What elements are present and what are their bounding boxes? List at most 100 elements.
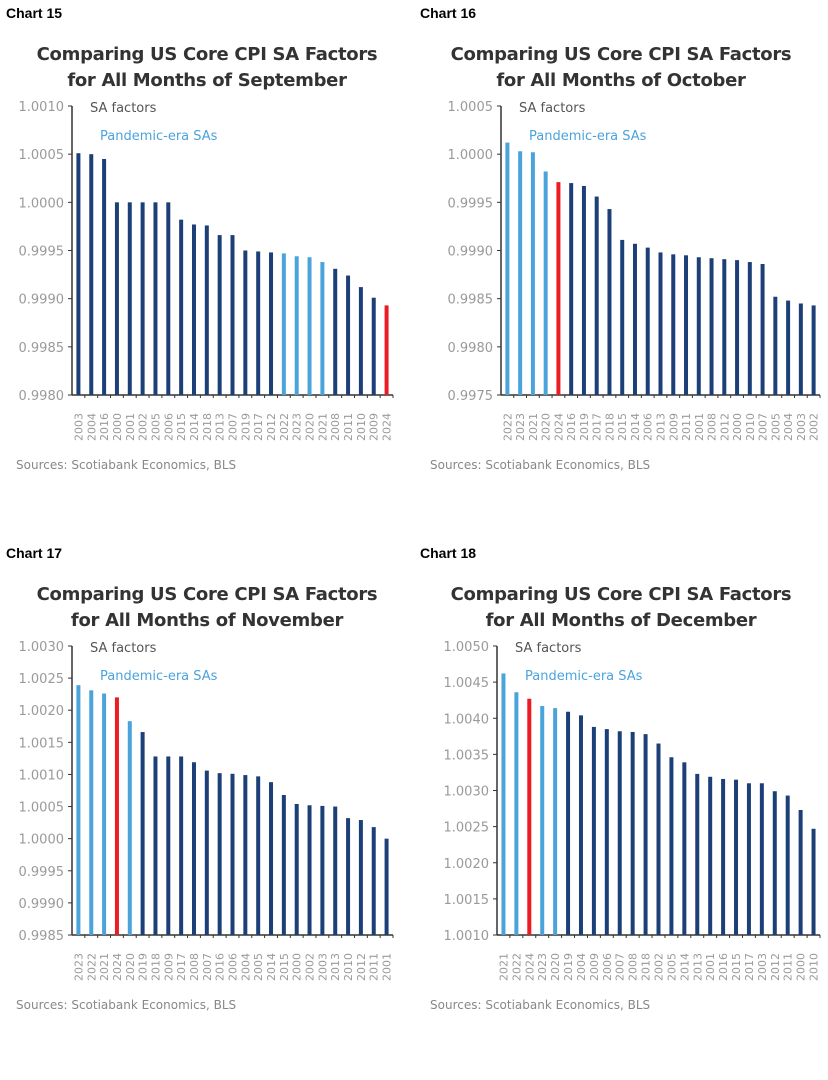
bar-2008: [630, 731, 635, 935]
x-tick-label: 2002: [653, 953, 666, 981]
y-tick-label: 1.0015: [19, 736, 65, 751]
x-tick-label: 2009: [667, 413, 680, 441]
bar-2013: [333, 806, 338, 935]
y-tick-label: 1.0040: [444, 712, 490, 727]
x-tick-label: 2005: [769, 413, 782, 441]
chart-title: Comparing US Core CPI SA Factors for All…: [414, 42, 828, 94]
x-tick-label: 2022: [278, 413, 291, 441]
bar-2022: [505, 142, 510, 395]
x-tick-label: 2021: [316, 413, 329, 441]
y-tick-label: 0.9990: [19, 293, 65, 308]
y-tick-label: 1.0045: [444, 676, 490, 691]
bar-2020: [127, 721, 132, 935]
bar-2004: [243, 775, 248, 935]
x-tick-label: 2015: [278, 953, 291, 981]
bar-2003: [759, 783, 764, 935]
bar-2009: [166, 756, 171, 935]
x-tick-label: 2016: [214, 953, 227, 981]
x-tick-label: 2011: [368, 953, 381, 981]
bar-2004: [89, 154, 94, 395]
bar-2023: [540, 705, 545, 935]
x-tick-label: 2020: [549, 953, 562, 981]
legend-pandemic-era: Pandemic-era SAs: [100, 129, 218, 144]
bar-2008: [333, 268, 338, 395]
x-tick-label: 2007: [757, 413, 770, 441]
x-tick-label: 2012: [265, 413, 278, 441]
bar-2023: [76, 685, 81, 935]
bar-2003: [320, 805, 325, 935]
chart-16-panel: Chart 16 Comparing US Core CPI SA Factor…: [414, 0, 828, 540]
x-tick-label: 2008: [627, 953, 640, 981]
bar-2006: [230, 773, 235, 935]
y-tick-label: 0.9985: [19, 929, 65, 944]
bar-2019: [566, 711, 571, 935]
y-tick-label: 1.0035: [444, 748, 490, 763]
x-tick-label: 2017: [591, 413, 604, 441]
x-tick-label: 2004: [575, 953, 588, 981]
x-tick-label: 2021: [98, 953, 111, 981]
x-tick-label: 2024: [523, 953, 536, 981]
x-tick-label: 2020: [304, 413, 317, 441]
bar-2016: [217, 773, 222, 935]
bar-2022: [281, 253, 286, 395]
bar-2008: [191, 762, 196, 935]
x-tick-label: 2010: [342, 953, 355, 981]
x-tick-label: 2004: [782, 413, 795, 441]
x-tick-label: 2008: [329, 413, 342, 441]
chart-17-panel: Chart 17 Comparing US Core CPI SA Factor…: [0, 540, 414, 1080]
x-tick-label: 2005: [252, 953, 265, 981]
bar-2018: [204, 225, 209, 395]
x-tick-label: 2021: [497, 953, 510, 981]
bar-2016: [569, 183, 574, 395]
chart-title-line-1: Comparing US Core CPI SA Factors: [450, 44, 792, 65]
chart-title-line-2: for All Months of October: [496, 70, 746, 91]
bar-2015: [281, 794, 286, 935]
x-tick-label: 2024: [111, 953, 124, 981]
x-tick-label: 2019: [137, 953, 150, 981]
x-tick-label: 2002: [304, 953, 317, 981]
bar-2014: [191, 224, 196, 395]
bar-2021: [320, 262, 325, 395]
y-tick-label: 1.0005: [19, 148, 65, 163]
bar-2013: [658, 252, 663, 395]
bar-2008: [709, 258, 714, 395]
legend-pandemic-era: Pandemic-era SAs: [529, 129, 647, 144]
x-tick-label: 2006: [162, 413, 175, 441]
x-tick-label: 2007: [614, 953, 627, 981]
chart-source-note: Sources: Scotiabank Economics, BLS: [16, 998, 237, 1012]
x-tick-label: 2006: [227, 953, 240, 981]
bar-2012: [772, 791, 777, 935]
bar-2019: [243, 250, 248, 395]
x-tick-label: 2006: [601, 953, 614, 981]
bar-2022: [514, 692, 519, 935]
bar-2012: [269, 252, 274, 395]
x-tick-label: 2019: [562, 953, 575, 981]
x-tick-label: 2002: [808, 413, 821, 441]
x-tick-label: 2019: [239, 413, 252, 441]
x-tick-label: 2015: [175, 413, 188, 441]
bar-2000: [798, 810, 803, 935]
x-tick-label: 2012: [718, 413, 731, 441]
y-tick-label: 0.9990: [19, 897, 65, 912]
x-tick-label: 2010: [744, 413, 757, 441]
chart-title-line-1: Comparing US Core CPI SA Factors: [450, 584, 792, 605]
bar-2000: [114, 202, 119, 395]
x-tick-label: 2000: [731, 413, 744, 441]
legend-pandemic-era: Pandemic-era SAs: [525, 669, 643, 684]
x-tick-label: 2011: [782, 953, 795, 981]
bar-2004: [786, 300, 791, 395]
y-tick-label: 1.0015: [444, 893, 490, 908]
bar-2019: [140, 732, 145, 935]
bar-2018: [153, 756, 158, 935]
x-tick-label: 2015: [730, 953, 743, 981]
bar-2005: [773, 296, 778, 395]
x-tick-label: 2004: [85, 413, 98, 441]
x-tick-label: 2016: [565, 413, 578, 441]
bar-2006: [645, 247, 650, 395]
bar-2009: [371, 297, 376, 395]
x-tick-label: 2024: [552, 413, 565, 441]
x-tick-label: 2003: [756, 953, 769, 981]
x-tick-label: 2006: [642, 413, 655, 441]
bar-2012: [358, 820, 363, 935]
chart-title-line-1: Comparing US Core CPI SA Factors: [36, 584, 378, 605]
